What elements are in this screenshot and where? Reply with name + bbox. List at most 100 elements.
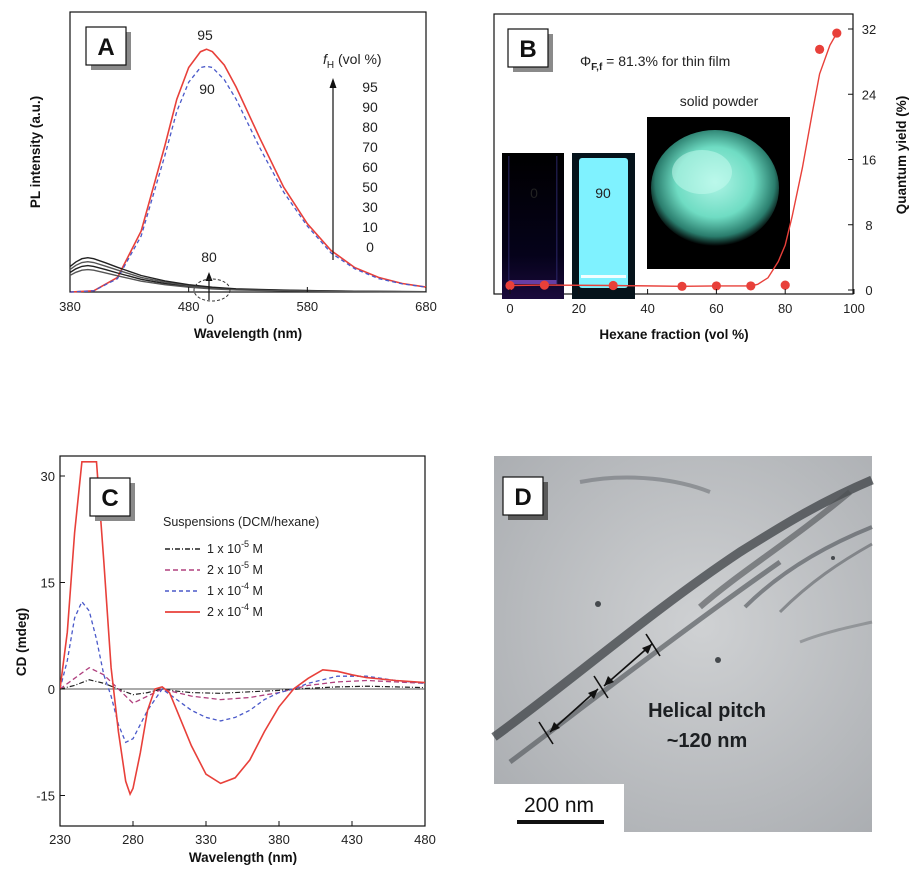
x-tick-label: 430 xyxy=(341,832,363,847)
legend-value: 80 xyxy=(362,119,378,135)
vial-0-wall-right xyxy=(556,156,558,286)
x-tick-label: 280 xyxy=(122,832,144,847)
data-point xyxy=(711,281,721,291)
series-line-95 xyxy=(69,48,427,293)
legend-entry: 2 x 10-4 M xyxy=(207,602,263,619)
data-point xyxy=(677,281,687,291)
pitch-tick xyxy=(538,721,554,745)
x-tick-label: 80 xyxy=(778,301,792,316)
vial-0-glow xyxy=(509,280,557,284)
vial-0-label: 0 xyxy=(530,185,538,201)
legend-value: 70 xyxy=(362,139,378,155)
y-tick-label: -15 xyxy=(36,789,55,804)
panel-b: 0 90 solid powder ΦF,f = 81.3% for thin … xyxy=(450,0,914,430)
vial-90-label: 90 xyxy=(595,185,611,201)
data-point xyxy=(608,280,618,291)
badge-box xyxy=(507,28,549,68)
y-axis-label: Quantum yield (%) xyxy=(894,96,909,215)
legend-value: 10 xyxy=(362,219,378,235)
y-tick-label: 32 xyxy=(862,22,876,37)
panel-badge: A xyxy=(97,34,114,61)
fiber xyxy=(799,620,873,644)
legend-entry: 1 x 10-5 M xyxy=(207,539,263,556)
x-tick-label: 480 xyxy=(178,299,200,314)
vial-90-shine xyxy=(581,275,626,278)
fiber xyxy=(743,525,873,609)
pitch-tick xyxy=(593,675,609,699)
quantum-yield-annotation: ΦF,f = 81.3% for thin film xyxy=(580,53,730,73)
y-tick-label: 16 xyxy=(862,153,876,168)
panel-c: 230 280 330 380 430 480 -15 0 15 30 Wavelength (… xyxy=(0,432,450,868)
pitch-tick xyxy=(645,633,661,657)
x-axis-label: Hexane fraction (vol %) xyxy=(599,327,748,342)
data-point xyxy=(832,28,842,38)
arrow-head xyxy=(642,644,652,654)
legend-entry: 1 x 10-4 M xyxy=(207,581,263,598)
panel-badge: B xyxy=(519,36,536,63)
scalebar xyxy=(517,820,604,824)
y-tick-label: 0 xyxy=(865,283,872,298)
pitch-arrow-lower xyxy=(549,688,599,733)
particle xyxy=(595,601,601,607)
data-point xyxy=(746,281,756,291)
y-tick-label: 24 xyxy=(862,87,876,102)
legend-value: 95 xyxy=(362,79,378,95)
data-point xyxy=(539,280,549,290)
low-label-80: 80 xyxy=(201,249,217,265)
low-circle xyxy=(193,278,231,302)
tem-background xyxy=(494,456,872,832)
arrow-head xyxy=(604,676,614,686)
pl-chart: 380 480 580 680 Wavelength (nm) PL intensit… xyxy=(28,11,437,341)
series-line-90 xyxy=(69,65,427,293)
fiber xyxy=(508,559,782,764)
x-tick-label: 330 xyxy=(195,832,217,847)
y-axis-label: CD (mdeg) xyxy=(14,608,29,676)
series-line-1-x-10-4-M xyxy=(60,600,425,744)
peak-label-90: 90 xyxy=(199,81,215,97)
data-point xyxy=(505,280,515,291)
y-axis-label: PL intensity (a.u.) xyxy=(28,96,43,208)
panel-d: Helical pitch ~120 nm 200 nm D xyxy=(450,432,914,868)
plot-frame xyxy=(493,13,854,295)
x-tick-label: 480 xyxy=(414,832,436,847)
y-tick-label: 15 xyxy=(41,576,55,591)
legend-value: 0 xyxy=(366,239,374,255)
fiber xyxy=(698,489,852,610)
x-tick-label: 380 xyxy=(268,832,290,847)
plot-frame xyxy=(59,455,426,827)
particle xyxy=(831,556,835,560)
peak-label-95: 95 xyxy=(197,27,213,43)
vial-90-liquid xyxy=(579,158,628,288)
x-tick-label: 580 xyxy=(296,299,318,314)
helical-pitch-label: Helical pitch xyxy=(648,700,766,722)
particle xyxy=(715,657,721,663)
series-line-2-x-10-5-M xyxy=(60,666,425,704)
tem-image: Helical pitch ~120 nm 200 nm D xyxy=(491,456,874,832)
legend-value: 60 xyxy=(362,159,378,175)
legend-value: 90 xyxy=(362,99,378,115)
legend-title: fH (vol %) xyxy=(323,51,382,71)
panel-badge: C xyxy=(101,485,118,512)
powder-highlight xyxy=(672,150,732,194)
x-tick-label: 100 xyxy=(843,301,865,316)
legend-arrow-head xyxy=(329,78,337,88)
plot-frame xyxy=(69,11,427,293)
x-tick-label: 60 xyxy=(709,301,723,316)
x-tick-label: 230 xyxy=(49,832,71,847)
helical-pitch-value: ~120 nm xyxy=(667,730,748,752)
data-point xyxy=(815,44,825,54)
legend-value: 30 xyxy=(362,199,378,215)
x-tick-label: 680 xyxy=(415,299,437,314)
fiber xyxy=(778,542,873,614)
badge-box xyxy=(89,477,131,517)
series-line-1-x-10-5-M xyxy=(60,679,425,696)
x-axis-label: Wavelength (nm) xyxy=(189,850,297,865)
quantum-yield-chart: 0 90 solid powder ΦF,f = 81.3% for thin … xyxy=(493,13,909,342)
data-point xyxy=(780,280,790,290)
low-label-0: 0 xyxy=(206,311,214,327)
pitch-arrow-upper xyxy=(603,643,653,687)
powder-label: solid powder xyxy=(680,93,759,109)
legend-value: 50 xyxy=(362,179,378,195)
x-tick-label: 40 xyxy=(640,301,654,316)
y-tick-label: 8 xyxy=(865,218,872,233)
